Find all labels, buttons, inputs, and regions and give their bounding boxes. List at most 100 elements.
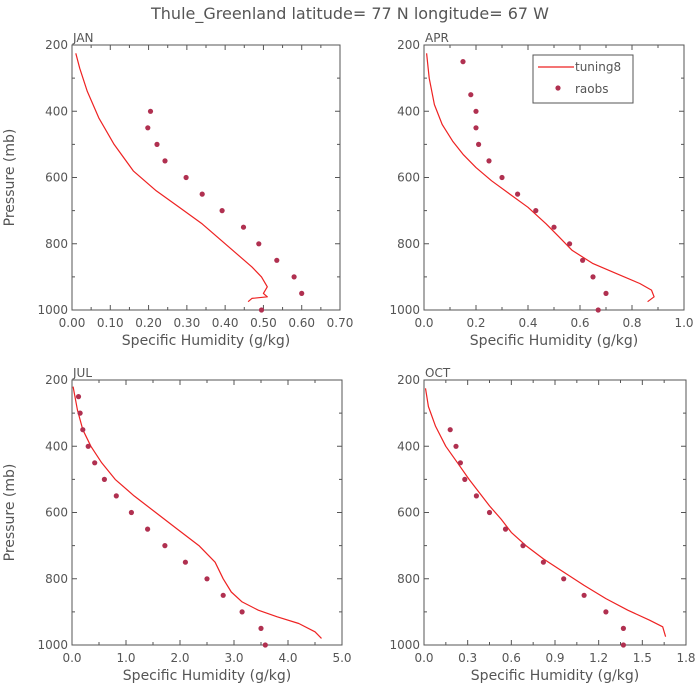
x-tick-label: 1.0 (674, 316, 693, 330)
raob-point (77, 410, 83, 416)
y-tick-label: 600 (45, 171, 68, 185)
raob-point (80, 427, 86, 433)
x-axis-label: Specific Humidity (g/kg) (122, 333, 290, 349)
y-tick-label: 1000 (389, 303, 420, 317)
figure-title: Thule_Greenland latitude= 77 N longitude… (150, 4, 549, 24)
raob-point (154, 141, 160, 147)
raob-point (75, 394, 82, 400)
raob-point (453, 443, 459, 449)
x-tick-label: 0.0 (414, 316, 433, 330)
legend-dot-swatch (555, 85, 561, 91)
raob-point (457, 460, 463, 466)
panel-title: JUL (72, 366, 92, 380)
raob-point (182, 559, 188, 565)
raob-point (92, 460, 98, 466)
raob-point (590, 274, 596, 280)
panel-apr: APR 0.0 0.2 0.4 0.6 0.8 1.0 200 400 600 800 1000 Spe… (389, 31, 693, 349)
raob-point (145, 526, 151, 532)
raob-point (299, 290, 305, 296)
y-axis-label: Pressure (mb) (2, 464, 18, 562)
raob-point (460, 59, 466, 65)
x-tick-label: 0.2 (466, 316, 485, 330)
x-tick-label: 5.0 (332, 651, 351, 665)
x-tick-label: 0.4 (518, 316, 537, 330)
raob-point (468, 92, 474, 98)
raob-point (499, 174, 505, 181)
x-tick-label: 0.6 (502, 651, 521, 665)
raob-point (580, 257, 586, 263)
x-tick-label: 0.00 (59, 316, 86, 330)
x-tick-label: 0.70 (327, 316, 354, 330)
raob-point (101, 476, 107, 482)
raob-point (561, 576, 567, 582)
raob-point (85, 443, 91, 449)
raob-point (219, 208, 225, 214)
raob-point (262, 642, 268, 648)
y-tick-label: 200 (397, 38, 420, 52)
raob-point (145, 125, 151, 131)
y-tick-label: 600 (397, 171, 420, 185)
raob-point (620, 625, 627, 632)
raob-point (239, 609, 245, 615)
x-axis-label: Specific Humidity (g/kg) (470, 333, 638, 349)
model-profile-line (426, 53, 655, 303)
raob-point (183, 174, 189, 181)
raob-point (520, 543, 526, 549)
y-tick-label: 1000 (389, 638, 420, 652)
plot-frame (423, 379, 687, 646)
x-tick-label: 0.3 (458, 651, 477, 665)
x-tick-label: 4.0 (278, 651, 297, 665)
x-axis-label: Specific Humidity (g/kg) (123, 668, 291, 684)
x-tick-label: 1.8 (676, 651, 695, 665)
raob-point (462, 476, 468, 482)
raob-point (540, 559, 547, 565)
raob-point (162, 158, 168, 164)
panel-jul: JUL 0.0 1.0 2.0 3.0 4.0 5.0 200 400 600 800 1000 Spe… (2, 366, 352, 684)
model-profile-line (75, 53, 268, 303)
x-axis-label: Specific Humidity (g/kg) (471, 668, 639, 684)
x-tick-label: 1.0 (116, 651, 135, 665)
x-tick-label: 0.50 (250, 316, 277, 330)
legend-box (532, 54, 634, 104)
raob-point (258, 625, 264, 632)
y-tick-label: 400 (45, 439, 68, 453)
raob-point (256, 241, 262, 247)
raob-point (447, 427, 453, 433)
raob-point (567, 241, 573, 247)
raob-point (473, 108, 479, 114)
y-tick-label: 600 (397, 506, 420, 520)
panel-jan: JAN 0.00 0.10 0.20 0.30 0.40 0.50 0.60 0.70 200 40… (2, 31, 353, 349)
legend: tuning8 raobs (532, 54, 634, 104)
x-tick-label: 0.10 (97, 316, 124, 330)
y-tick-label: 200 (45, 373, 68, 387)
y-tick-label: 1000 (37, 638, 68, 652)
raob-point (502, 526, 509, 532)
panels: JAN 0.00 0.10 0.20 0.30 0.40 0.50 0.60 0.70 200 40… (2, 31, 696, 684)
raob-point (581, 592, 587, 598)
x-tick-label: 0.8 (622, 316, 641, 330)
raob-point (473, 493, 479, 499)
raob-point (147, 108, 154, 114)
y-tick-label: 600 (45, 506, 68, 520)
raob-point (533, 208, 539, 214)
raob-point (291, 274, 297, 280)
model-profile-line (424, 388, 667, 637)
x-tick-label: 0.0 (62, 651, 81, 665)
x-tick-label: 1.5 (633, 651, 652, 665)
y-tick-label: 800 (45, 572, 68, 586)
raob-point (258, 307, 265, 313)
x-tick-label: 0.20 (135, 316, 162, 330)
raob-point (128, 509, 134, 516)
x-tick-label: 2.0 (170, 651, 189, 665)
raob-point (603, 609, 609, 615)
model-profile-line (72, 386, 322, 639)
raob-point (551, 224, 557, 230)
raob-point (274, 257, 280, 263)
y-tick-label: 200 (45, 38, 68, 52)
raob-point (220, 592, 226, 598)
raob-point (204, 576, 210, 582)
raob-point (113, 493, 119, 499)
x-tick-label: 0.30 (173, 316, 200, 330)
y-tick-label: 800 (397, 572, 420, 586)
plot-frame (71, 44, 341, 311)
